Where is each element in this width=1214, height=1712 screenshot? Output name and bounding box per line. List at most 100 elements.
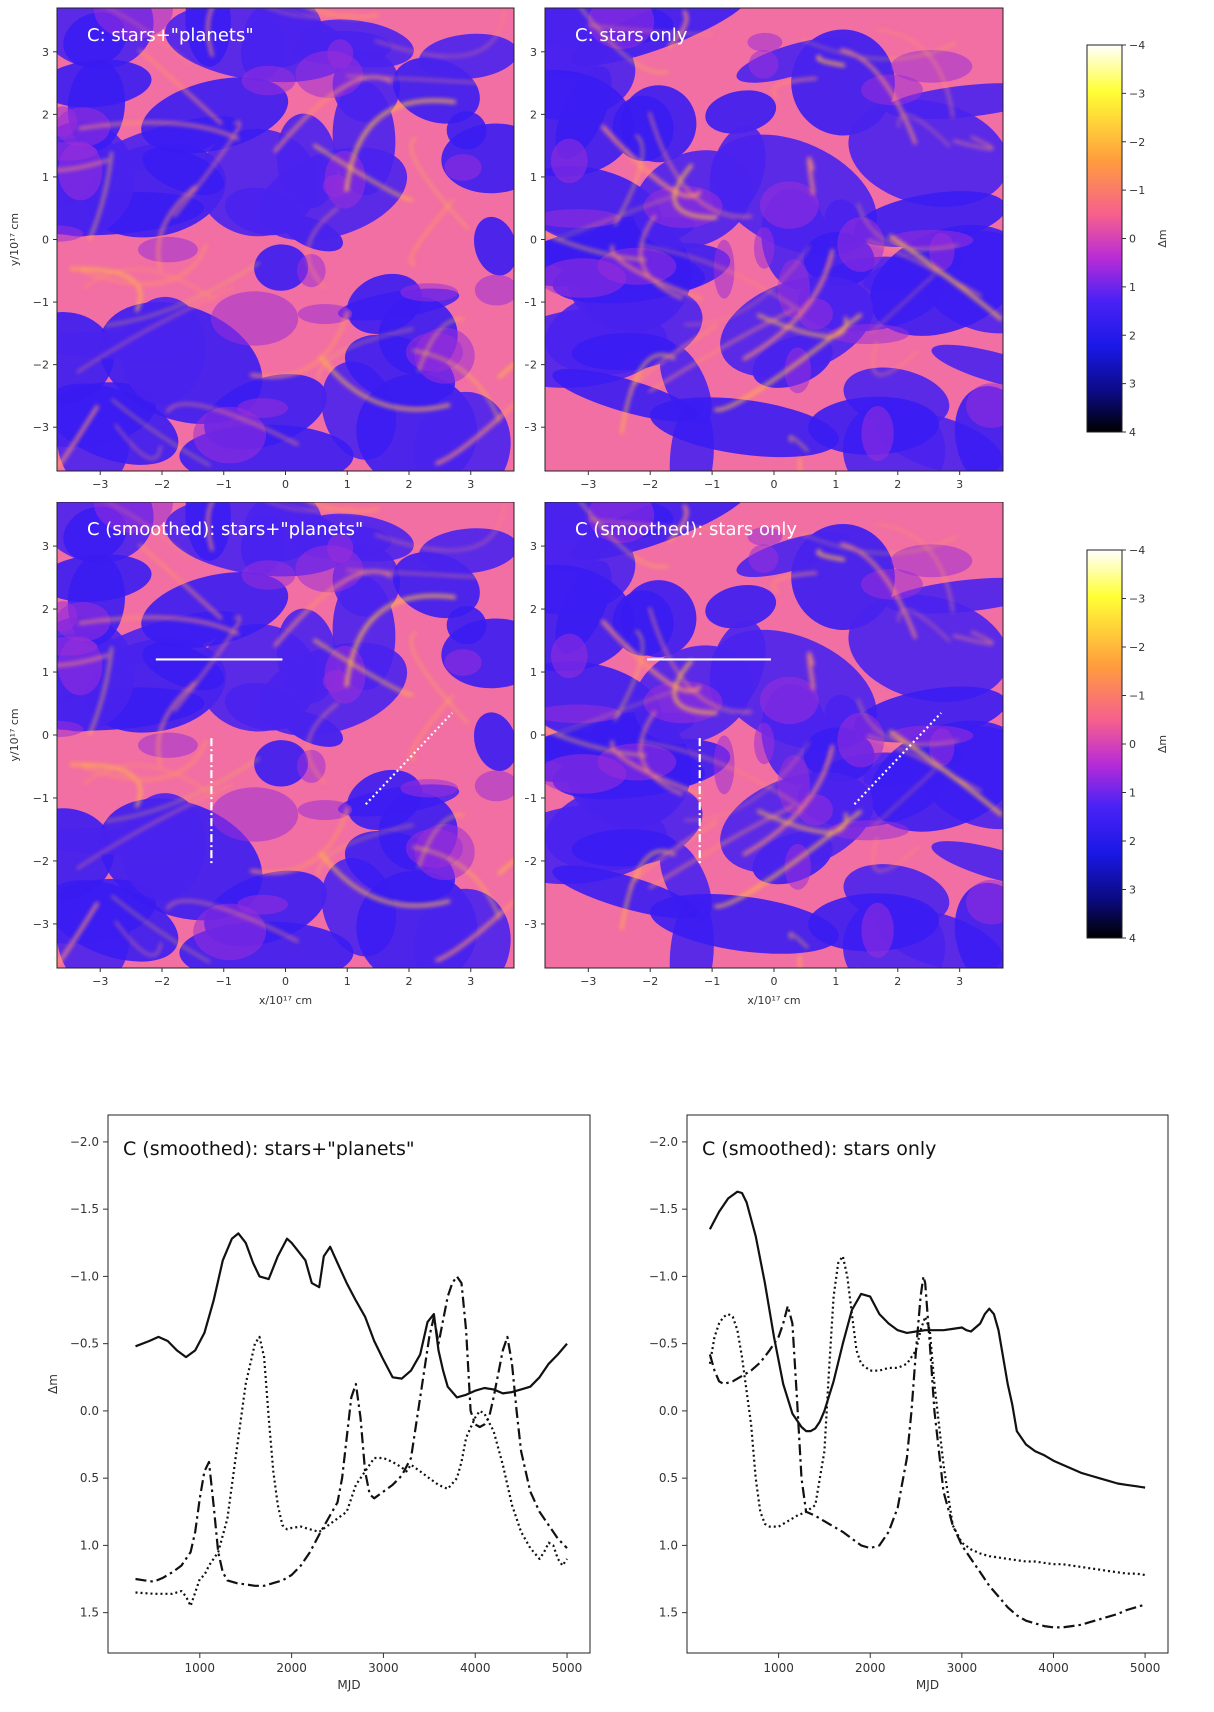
caustic-line (409, 198, 455, 266)
caustic-line (312, 143, 414, 202)
mid-magnification-region (748, 544, 779, 573)
caustic-line (620, 353, 676, 434)
low-magnification-region (197, 624, 318, 732)
x-tick-label: 3 (467, 478, 474, 491)
y-tick-label: −2 (525, 359, 537, 372)
y-tick-label: 0.0 (80, 1404, 99, 1418)
y-tick-label: 3 (42, 540, 49, 553)
y-tick-label: −2 (525, 855, 537, 868)
caustic-line (71, 739, 208, 781)
x-tick-label: 3 (956, 975, 963, 988)
caustic-line (83, 268, 216, 301)
caustic-line (249, 806, 350, 875)
low-magnification-region (885, 577, 1003, 614)
y-tick-label: −1 (525, 296, 537, 309)
map-svg: −3 −3 −2 −2 −1 −1 0 0 1 1 2 2 3 3 C (smoothed): stars … (521, 501, 1004, 1007)
caustic-line (166, 899, 299, 943)
colorbar-tick-label: −4 (1129, 39, 1145, 52)
low-magnification-region (709, 125, 766, 217)
low-magnification-region (141, 572, 289, 648)
caustic-line (70, 763, 142, 808)
low-magnification-region (545, 69, 634, 177)
caustic-line (435, 899, 514, 963)
mid-magnification-region (444, 649, 482, 676)
y-tick-label: 0.5 (659, 1471, 678, 1485)
mid-magnification-region (211, 291, 299, 346)
caustic-line (114, 423, 162, 460)
caustic-line (307, 502, 380, 513)
low-magnification-region (254, 740, 309, 787)
low-magnification-region (57, 331, 200, 359)
caustic-line (587, 518, 714, 529)
caustic-line (273, 570, 393, 648)
colorbar-svg: −4 −3 −2 −1 0 1 2 3 4 Δm (1086, 544, 1169, 945)
mid-magnification-region (57, 142, 98, 161)
low-magnification-region (473, 712, 514, 772)
caustic-line (629, 324, 719, 395)
map-panel-smoothed-stars-planets: −3 −3 −2 −2 −1 −1 0 0 1 1 2 2 3 3 C (smoothed): stars+… (0, 501, 525, 1022)
light-curve-dotted (708, 1255, 1146, 1577)
lightcurve-panel-stars-planets: 1000 2000 3000 4000 5000 −2.0 −1.5 −1.0 −0.5 0.0 0… (0, 1105, 600, 1708)
colorbar-tick-label: −2 (1129, 136, 1145, 149)
mid-magnification-region (295, 50, 364, 98)
caustic-line (374, 10, 505, 58)
caustic-line (600, 619, 702, 693)
caustic-line (374, 504, 505, 552)
x-tick-label: 4000 (460, 1661, 491, 1675)
caustic-line (312, 638, 414, 697)
caustic-network (545, 502, 1003, 968)
y-tick-label: 1.5 (659, 1606, 678, 1620)
caustic-line (952, 630, 994, 645)
y-tick-label: 1.0 (659, 1538, 678, 1552)
y-tick-label: 0 (530, 729, 537, 742)
mid-magnification-region (237, 894, 288, 915)
caustic-line (788, 435, 809, 452)
y-tick-label: −2 (33, 359, 49, 372)
mid-magnification-region (754, 722, 775, 765)
mid-magnification-region (93, 8, 173, 40)
caustic-line (756, 809, 848, 834)
caustic-line (648, 607, 752, 713)
y-tick-label: −1 (33, 792, 49, 805)
x-tick-label: 1 (832, 975, 839, 988)
mid-magnification-region (889, 725, 974, 746)
y-tick-label: 0.5 (80, 1471, 99, 1485)
mid-magnification-region (889, 229, 974, 251)
low-magnification-region (57, 383, 179, 465)
map-svg: −3 −3 −2 −2 −1 −1 0 0 1 1 2 2 3 3 C (smoothed): stars+… (8, 501, 515, 1007)
x-tick-label: 2 (894, 478, 901, 491)
mid-magnification-region (545, 704, 622, 724)
caustic-line (629, 820, 719, 891)
mid-magnification-region (643, 680, 723, 724)
caustic-line (866, 239, 983, 297)
map-panel-stars-planets: −3 −3 −2 −2 −1 −1 0 0 1 1 2 2 3 3 C: stars+"planets" y/… (0, 0, 525, 500)
mid-magnification-region (400, 283, 459, 302)
low-magnification-region (57, 880, 179, 962)
caustic-line (249, 310, 350, 379)
lightcurve-panel-stars-only: 1000 2000 3000 4000 5000 −2.0 −1.5 −1.0 −0.5 0.0 0… (600, 1105, 1214, 1708)
colorbar-top: −4 −3 −2 −1 0 1 2 3 4 Δm (1080, 0, 1214, 500)
caustic-line (798, 458, 802, 471)
mid-magnification-region (759, 181, 819, 229)
mid-magnification-region (550, 138, 588, 184)
mid-magnification-region (597, 247, 677, 285)
caustic-line (877, 29, 954, 118)
plot-title: C (smoothed): stars only (702, 1138, 936, 1160)
y-tick-label: −3 (33, 918, 49, 931)
mid-magnification-region (550, 633, 588, 679)
caustic-line (157, 185, 197, 271)
colorbar-label: Δm (1156, 229, 1169, 247)
colorbar-tick-label: −2 (1129, 641, 1145, 654)
mid-magnification-region (295, 545, 364, 593)
mid-magnification-region (754, 227, 775, 269)
colorbar-tick-label: −3 (1129, 87, 1145, 100)
y-tick-label: 2 (530, 108, 537, 121)
caustic-line (672, 658, 718, 715)
x-tick-label: 1000 (185, 1661, 216, 1675)
mid-magnification-region (297, 800, 353, 820)
caustic-line (620, 849, 676, 930)
caustic-line (111, 895, 211, 963)
x-axis-label: x/10¹⁷ cm (747, 994, 800, 1007)
caustic-line (897, 609, 951, 642)
y-tick-label: 0 (530, 234, 537, 247)
